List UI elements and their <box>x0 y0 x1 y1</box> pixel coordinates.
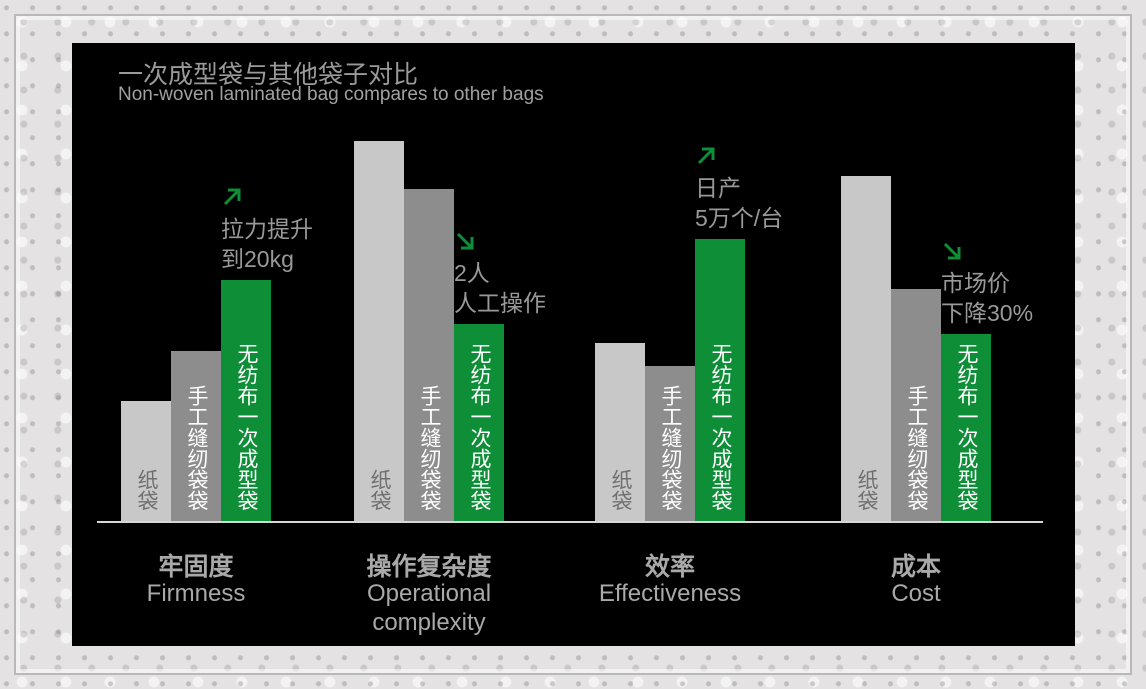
bar-label: 手工缝纫袋袋 <box>659 385 682 511</box>
decorative-frame <box>14 14 1132 675</box>
annotation-text: 市场价 <box>941 270 1010 296</box>
category-label-cn: 牢固度 <box>158 553 234 581</box>
bar-0-1: 手工缝纫袋袋 <box>171 351 221 521</box>
bar-label: 无纺布一次成型袋 <box>955 343 978 511</box>
annotation: 市场价下降30% <box>941 240 1033 328</box>
annotation-text: 日产 <box>695 175 741 201</box>
bar-label: 无纺布一次成型袋 <box>468 343 491 511</box>
bar-label: 无纺布一次成型袋 <box>235 343 258 511</box>
category-label-en: Firmness <box>76 579 316 608</box>
bar-1-0: 纸袋 <box>354 141 404 521</box>
bar-0-0: 纸袋 <box>121 401 171 521</box>
annotation: 2人人工操作 <box>454 230 546 318</box>
annotation: 日产 5万个/台 <box>695 145 783 233</box>
annotation-text: 2人 <box>454 260 490 286</box>
bar-label: 纸袋 <box>609 469 632 511</box>
bar-label: 手工缝纫袋袋 <box>185 385 208 511</box>
bar-label: 手工缝纫袋袋 <box>418 385 441 511</box>
arrow-up-right-icon <box>223 188 241 206</box>
bar-label: 纸袋 <box>135 469 158 511</box>
annotation-text: 下降30% <box>941 300 1034 326</box>
chart-panel: 一次成型袋与其他袋子对比 Non-woven laminated bag com… <box>72 43 1075 646</box>
annotation-text: 拉力提升 <box>221 216 313 242</box>
arrow-down-right-icon <box>943 242 961 260</box>
bar-3-0: 纸袋 <box>841 176 891 521</box>
bar-label: 手工缝纫袋袋 <box>905 385 928 511</box>
bar-3-2: 无纺布一次成型袋 <box>941 334 991 521</box>
x-axis-baseline <box>97 521 1043 523</box>
category-label-en-line: Cost <box>891 580 941 607</box>
bar-2-2: 无纺布一次成型袋 <box>695 239 745 521</box>
category-label-en: Effectiveness <box>550 579 790 608</box>
chart-title: 一次成型袋与其他袋子对比 <box>118 61 419 89</box>
category-label-en-line: complexity <box>372 609 486 636</box>
category-label-en-line: Operational <box>366 580 492 607</box>
category-label-en-line: Firmness <box>146 580 246 607</box>
bar-2-1: 手工缝纫袋袋 <box>645 366 695 521</box>
bar-1-1: 手工缝纫袋袋 <box>404 189 454 521</box>
bar-label: 无纺布一次成型袋 <box>709 343 732 511</box>
annotation-text: 5万个/台 <box>695 205 784 231</box>
category-label-en: Operational complexity <box>309 579 549 637</box>
category-label-cn: 操作复杂度 <box>366 553 492 581</box>
arrow-down-right-icon <box>456 232 474 250</box>
chart-subtitle: Non-woven laminated bag compares to othe… <box>118 84 544 105</box>
category-label-en: Cost <box>796 579 1036 608</box>
annotation: 拉力提升到20kg <box>221 186 313 274</box>
category-label-cn: 成本 <box>890 553 941 581</box>
category-label-en-line: Effectiveness <box>598 580 742 607</box>
bar-1-2: 无纺布一次成型袋 <box>454 324 504 521</box>
bar-label: 纸袋 <box>855 469 878 511</box>
bar-label: 纸袋 <box>368 469 391 511</box>
bar-2-0: 纸袋 <box>595 343 645 521</box>
bar-3-1: 手工缝纫袋袋 <box>891 289 941 521</box>
annotation-text: 到20kg <box>221 246 294 272</box>
bar-0-2: 无纺布一次成型袋 <box>221 280 271 521</box>
annotation-text: 人工操作 <box>454 290 546 316</box>
category-label-cn: 效率 <box>644 553 695 581</box>
arrow-up-right-icon <box>697 147 715 165</box>
